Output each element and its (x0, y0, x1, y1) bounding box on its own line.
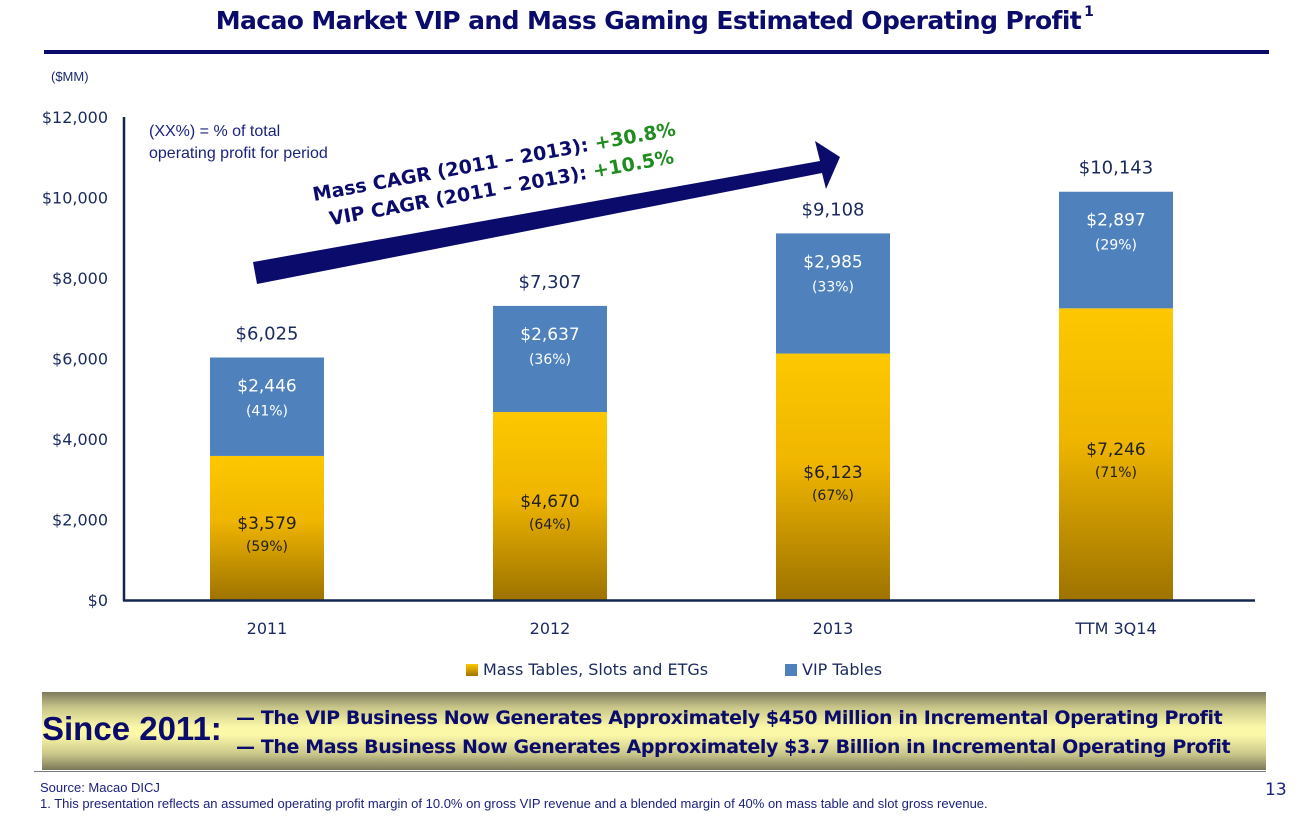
mass-value-label: $7,246 (1086, 440, 1145, 460)
banner-lead: Since 2011: (42, 710, 222, 747)
banner-lines: — The VIP Business Now Generates Approxi… (236, 704, 1231, 762)
slide-title: Macao Market VIP and Mass Gaming Estimat… (0, 4, 1309, 35)
y-tick-label: $6,000 (52, 350, 108, 369)
bar-vip (1059, 191, 1173, 309)
bar-mass (1059, 308, 1173, 600)
since-2011-banner: Since 2011: — The VIP Business Now Gener… (42, 692, 1266, 770)
legend-label-vip: VIP Tables (802, 660, 883, 679)
percent-note-line1: (XX%) = % of total (149, 123, 281, 140)
bar-mass (210, 455, 324, 600)
legend-label-mass: Mass Tables, Slots and ETGs (483, 660, 709, 679)
bars (210, 191, 1173, 600)
footnote-1: 1. This presentation reflects an assumed… (40, 796, 988, 811)
legend-item-mass: Mass Tables, Slots and ETGs (466, 660, 708, 679)
cagr-arrow (253, 141, 840, 284)
x-category-label: 2012 (530, 619, 571, 638)
y-axis-ticks: $0 $2,000 $4,000 $6,000 $8,000 $10,000 $12,000 (42, 108, 108, 610)
x-axis-categories: 2011 2012 2013 TTM 3Q14 (247, 619, 1157, 638)
mass-pct-label: (59%) (246, 539, 288, 555)
bar-total-label: $7,307 (519, 272, 582, 293)
source-note: Source: Macao DICJ (40, 780, 160, 795)
bar-vip (776, 233, 890, 354)
bar-vip (493, 305, 607, 413)
y-tick-label: $0 (88, 591, 108, 610)
y-tick-label: $2,000 (52, 511, 108, 530)
x-category-label: 2011 (247, 619, 288, 638)
vip-value-label: $2,637 (520, 325, 579, 345)
y-tick-label: $12,000 (42, 108, 108, 127)
legend-item-vip: VIP Tables (785, 660, 882, 679)
legend-swatch-mass (466, 663, 478, 676)
mass-value-label: $4,670 (520, 492, 579, 512)
bar-total-label: $10,143 (1079, 158, 1153, 179)
banner-line-vip: — The VIP Business Now Generates Approxi… (236, 707, 1223, 729)
mass-value-label: $3,579 (237, 514, 296, 534)
vip-value-label: $2,446 (237, 376, 296, 396)
mass-value-label: $6,123 (803, 463, 862, 483)
x-category-label: TTM 3Q14 (1074, 619, 1156, 638)
arrow-icon (253, 141, 840, 284)
mass-pct-label: (67%) (812, 488, 854, 504)
bar-labels: $2,446 (41%) $3,579 (59%) $6,025 $2,637 (36%) $… (236, 158, 1154, 555)
title-divider (44, 50, 1269, 54)
legend-swatch-vip (785, 663, 797, 676)
vip-pct-label: (36%) (529, 352, 571, 368)
percent-note: (XX%) = % of total operating profit for … (149, 121, 328, 165)
cagr-text-group: Mass CAGR (2011 – 2013): +30.8% VIP CAGR… (311, 118, 677, 230)
bar-mass (493, 412, 607, 600)
bar-vip (210, 357, 324, 456)
banner-line-mass: — The Mass Business Now Generates Approx… (236, 736, 1231, 758)
y-tick-label: $10,000 (42, 189, 108, 208)
mass-pct-label: (64%) (529, 517, 571, 533)
bar-mass (776, 353, 890, 600)
bar-total-label: $9,108 (802, 199, 865, 220)
vip-value-label: $2,897 (1086, 211, 1145, 231)
y-tick-label: $8,000 (52, 269, 108, 288)
footer-divider (34, 771, 1266, 772)
footer-notes: Source: Macao DICJ 1. This presentation … (40, 780, 988, 812)
x-category-label: 2013 (813, 619, 854, 638)
percent-note-line2: operating profit for period (149, 145, 328, 162)
vip-pct-label: (29%) (1095, 238, 1137, 254)
y-tick-label: $4,000 (52, 430, 108, 449)
vip-pct-label: (41%) (246, 403, 288, 419)
vip-pct-label: (33%) (812, 279, 854, 295)
units-label: ($MM) (51, 69, 89, 84)
bar-total-label: $6,025 (236, 323, 299, 344)
vip-value-label: $2,985 (803, 252, 862, 272)
chart-legend: Mass Tables, Slots and ETGs VIP Tables (0, 660, 1309, 684)
slide-title-text: Macao Market VIP and Mass Gaming Estimat… (215, 6, 1082, 35)
page-number: 13 (1265, 780, 1287, 800)
title-footnote-marker: 1 (1084, 4, 1094, 20)
mass-pct-label: (71%) (1095, 465, 1137, 481)
